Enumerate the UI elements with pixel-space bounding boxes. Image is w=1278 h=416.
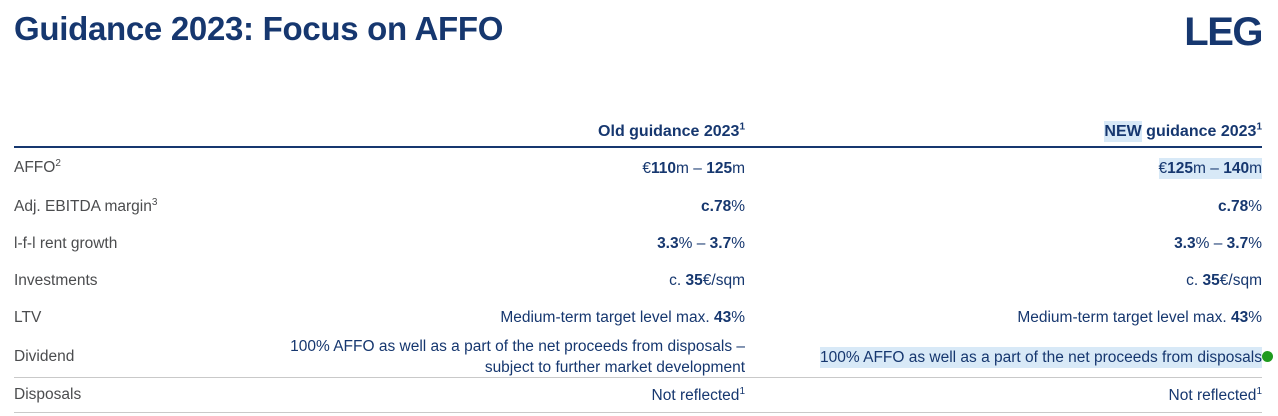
new-value-cell: c.78%: [1218, 198, 1262, 215]
row-label: LTV: [14, 308, 42, 326]
row-label: l-f-l rent growth: [14, 234, 118, 252]
row-label: AFFO2: [14, 157, 61, 176]
old-value-cell: c. 35€/sqm: [669, 272, 745, 289]
new-value-cell: 100% AFFO as well as a part of the net p…: [820, 346, 1262, 368]
old-value-cell: 100% AFFO as well as a part of the net p…: [290, 338, 745, 376]
table-row-affo: AFFO2 €110m – 125m €125m – 140m: [14, 148, 1262, 188]
table-row-ltv: LTV Medium-term target level max. 43% Me…: [14, 299, 1262, 336]
old-value-cell: c.78%: [701, 198, 745, 215]
row-label: Dividend: [14, 348, 75, 365]
company-logo: LEG: [1184, 10, 1263, 54]
guidance-table: Old guidance 20231 NEW guidance 20231 AF…: [0, 112, 1278, 413]
old-value-cell: 3.3% – 3.7%: [657, 235, 745, 252]
old-value-cell: Medium-term target level max. 43%: [500, 309, 745, 326]
row-label: Adj. EBITDA margin3: [14, 196, 158, 215]
green-dot-marker: [1262, 351, 1273, 362]
new-value-cell: c. 35€/sqm: [1186, 272, 1262, 289]
new-value-cell: Medium-term target level max. 43%: [1017, 309, 1262, 326]
old-value-cell: Not reflected1: [651, 385, 745, 404]
table-row-lfl-rent-growth: l-f-l rent growth 3.3% – 3.7% 3.3% – 3.7…: [14, 225, 1262, 262]
table-row-disposals: Disposals Not reflected1 Not reflected1: [14, 378, 1262, 413]
new-value-cell: €125m – 140m: [1158, 157, 1262, 179]
new-value-cell: 3.3% – 3.7%: [1174, 235, 1262, 252]
row-label: Disposals: [14, 386, 82, 403]
new-value-cell: Not reflected1: [1168, 385, 1262, 404]
old-value-cell: €110m – 125m: [642, 159, 745, 177]
header-new-guidance: NEW guidance 20231: [1104, 121, 1262, 142]
row-label: Investments: [14, 271, 98, 289]
table-header-row: Old guidance 20231 NEW guidance 20231: [14, 112, 1262, 148]
page-title: Guidance 2023: Focus on AFFO: [14, 10, 504, 47]
table-row-ebitda-margin: Adj. EBITDA margin3 c.78% c.78%: [14, 188, 1262, 225]
table-row-dividend: Dividend 100% AFFO as well as a part of …: [14, 336, 1262, 378]
table-row-investments: Investments c. 35€/sqm c. 35€/sqm: [14, 262, 1262, 299]
header-old-guidance: Old guidance 20231: [598, 121, 745, 140]
